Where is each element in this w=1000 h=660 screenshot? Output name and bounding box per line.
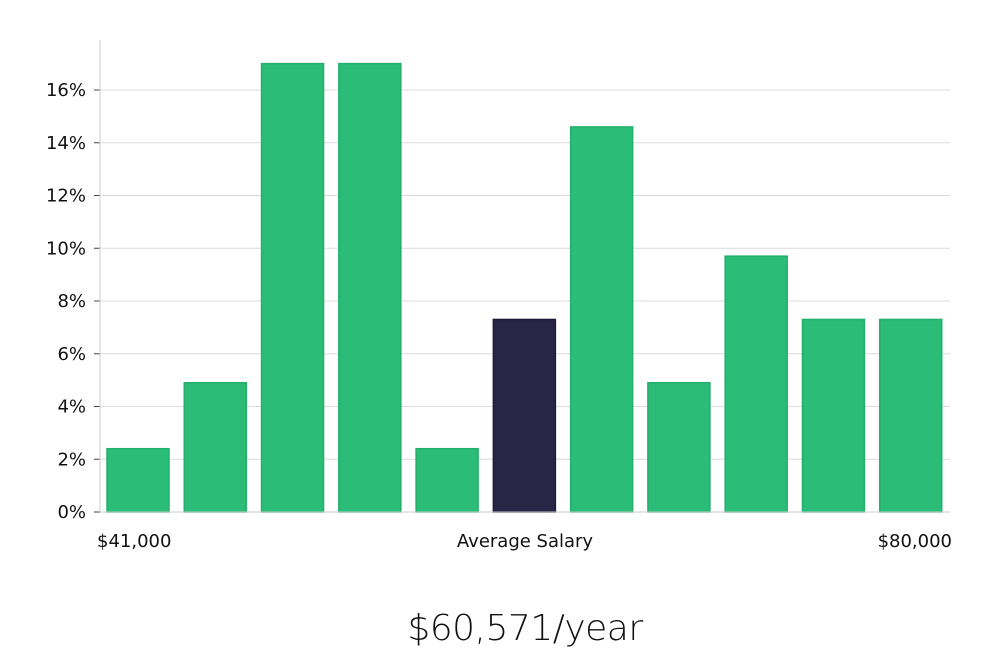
bars xyxy=(106,62,943,513)
y-tick-label: 14% xyxy=(46,133,86,154)
average-salary-value: $60,571/year xyxy=(407,608,643,649)
y-tick-label: 2% xyxy=(57,449,86,470)
bar xyxy=(106,447,170,513)
bar xyxy=(724,255,788,513)
bar xyxy=(338,62,402,513)
salary-histogram-chart: 0% 2% 4% 6% 8% 10% 12% 14% 16% $41,000 Average S… xyxy=(46,40,952,552)
bar xyxy=(878,318,943,513)
y-tick-label: 10% xyxy=(46,238,86,259)
bar xyxy=(647,382,711,513)
x-label-min: $41,000 xyxy=(97,531,171,552)
y-tick-label: 8% xyxy=(57,291,86,312)
y-tick-label: 0% xyxy=(57,502,86,523)
bar xyxy=(801,318,866,513)
y-axis-ticks: 0% 2% 4% 6% 8% 10% 12% 14% 16% xyxy=(46,80,100,523)
x-label-center: Average Salary xyxy=(457,531,594,552)
y-tick-label: 16% xyxy=(46,80,86,101)
y-tick-label: 4% xyxy=(57,397,86,418)
bar xyxy=(569,126,634,513)
y-tick-label: 6% xyxy=(57,344,86,365)
x-label-max: $80,000 xyxy=(878,531,952,552)
y-tick-label: 12% xyxy=(46,186,86,207)
bar xyxy=(260,62,325,513)
bar xyxy=(415,447,479,513)
bar xyxy=(183,382,248,513)
bar-average-salary xyxy=(492,318,557,513)
